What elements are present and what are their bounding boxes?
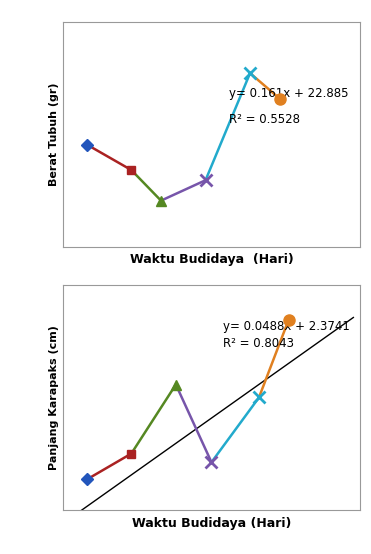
Text: R² = 0.8043: R² = 0.8043 (223, 337, 294, 350)
Text: y= 0.161x + 22.885: y= 0.161x + 22.885 (229, 87, 349, 100)
Text: y= 0.0488x + 2.3741: y= 0.0488x + 2.3741 (223, 320, 350, 333)
X-axis label: Waktu Budidaya (Hari): Waktu Budidaya (Hari) (132, 517, 291, 530)
Y-axis label: Berat Tubuh (gr): Berat Tubuh (gr) (49, 83, 59, 186)
Text: R² = 0.5528: R² = 0.5528 (229, 112, 300, 126)
Y-axis label: Panjang Karapaks (cm): Panjang Karapaks (cm) (49, 325, 59, 470)
X-axis label: Waktu Budidaya  (Hari): Waktu Budidaya (Hari) (129, 254, 293, 266)
Text: (a): (a) (201, 296, 222, 311)
